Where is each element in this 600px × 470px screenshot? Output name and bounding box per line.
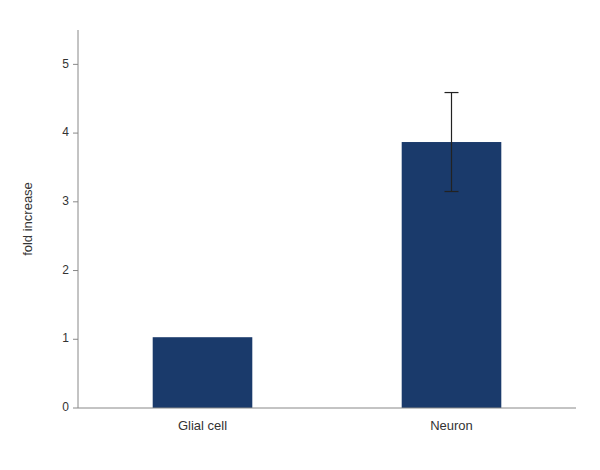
- error-bar-cap: [445, 92, 459, 93]
- y-tick: [73, 408, 78, 409]
- chart-svg: 0 1 2 3 4 5 Glial cell Neuron fold increase: [0, 0, 600, 470]
- y-tick-label: 3: [62, 194, 69, 208]
- y-tick: [73, 201, 78, 202]
- axes: 0 1 2 3 4 5 Glial cell Neuron: [62, 30, 576, 433]
- x-axis-line: [78, 408, 576, 409]
- error-bar-stem: [451, 93, 452, 192]
- y-tick: [73, 270, 78, 271]
- y-axis-label: fold increase: [20, 182, 35, 256]
- x-tick-label: Neuron: [430, 418, 473, 433]
- y-tick: [73, 339, 78, 340]
- error-bar-cap: [445, 191, 459, 192]
- y-tick-label: 2: [62, 263, 69, 277]
- x-tick-label: Glial cell: [178, 418, 227, 433]
- y-tick-label: 4: [62, 125, 69, 139]
- y-tick-label: 5: [62, 57, 69, 71]
- y-tick: [73, 64, 78, 65]
- bars: [153, 93, 502, 408]
- error-bar: [445, 93, 459, 192]
- y-tick-label: 0: [62, 400, 69, 414]
- y-tick-label: 1: [62, 331, 69, 345]
- bar: [153, 337, 253, 408]
- chart-container: 0 1 2 3 4 5 Glial cell Neuron fold increase: [0, 0, 600, 470]
- y-tick: [73, 133, 78, 134]
- y-axis-line: [78, 30, 79, 408]
